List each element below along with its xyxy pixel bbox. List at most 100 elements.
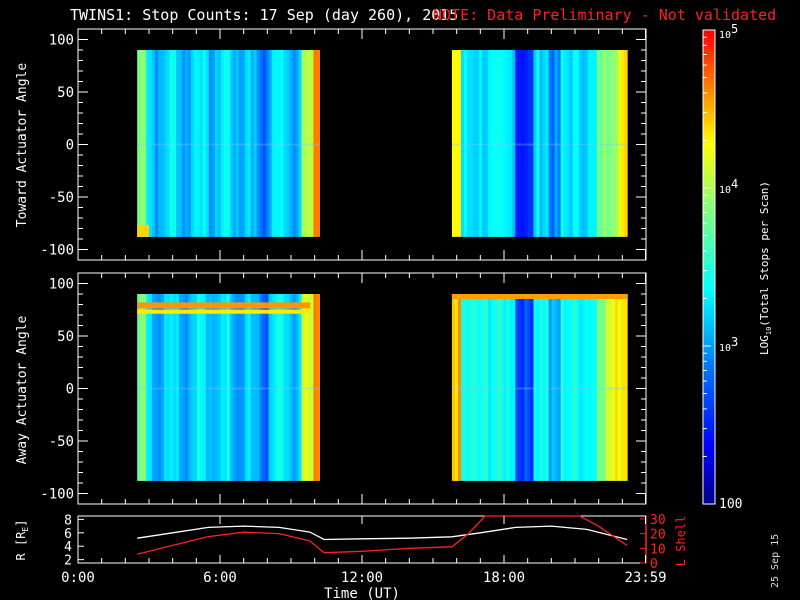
toward-block0-column bbox=[304, 50, 309, 237]
orbit-left-tick-label: 2 bbox=[64, 554, 72, 569]
toward-block1-column bbox=[584, 50, 589, 237]
away-block0-column bbox=[196, 294, 201, 481]
away-block1-column bbox=[624, 294, 628, 481]
toward-block0-column bbox=[235, 50, 240, 237]
toward-block1-column bbox=[451, 50, 456, 237]
away-block0-column bbox=[250, 294, 255, 481]
toward-zero-stripe bbox=[137, 143, 320, 146]
away-block1-column bbox=[566, 294, 571, 481]
toward-block1-column bbox=[460, 50, 465, 237]
toward-block1-column bbox=[621, 50, 625, 237]
away-block1-column bbox=[596, 294, 601, 481]
x-tick-label: 18:00 bbox=[483, 570, 525, 586]
toward-block0-column bbox=[164, 50, 168, 237]
away-block1-column bbox=[460, 294, 465, 481]
x-tick-label: 0:00 bbox=[61, 570, 95, 586]
toward-block0-column bbox=[259, 50, 264, 237]
away-block1-column bbox=[575, 294, 580, 481]
away-block1-column bbox=[551, 294, 556, 481]
away-block0-column bbox=[149, 294, 153, 481]
toward-block0-column bbox=[214, 50, 219, 237]
toward-block1-column bbox=[578, 50, 583, 237]
away-block0-column bbox=[211, 294, 216, 481]
away-block0-column bbox=[259, 294, 264, 481]
away-block0-column bbox=[292, 294, 297, 481]
toward-block1-column bbox=[476, 50, 480, 237]
toward-block1-column bbox=[482, 50, 486, 237]
toward-block1-column bbox=[575, 50, 580, 237]
away-block0-column bbox=[205, 294, 210, 481]
away-block1-column bbox=[467, 294, 471, 481]
toward-block0-column bbox=[149, 50, 153, 237]
colorbar-tick-label: 103 bbox=[719, 335, 738, 354]
away-block0-column bbox=[256, 294, 261, 481]
toward-block0-column bbox=[176, 50, 180, 237]
away-block0-column bbox=[280, 294, 285, 481]
away-block0-column bbox=[283, 294, 288, 481]
away-zero-stripe bbox=[451, 387, 628, 390]
toward-block1-column bbox=[614, 50, 619, 237]
orbit-left-tick-label: 6 bbox=[64, 527, 72, 542]
toward-ylabel: Toward Actuator Angle bbox=[15, 63, 30, 228]
toward-block0-column bbox=[226, 50, 231, 237]
toward-block0-column bbox=[286, 50, 291, 237]
away-block1-column bbox=[602, 294, 607, 481]
toward-block1-column bbox=[497, 50, 501, 237]
away-block0-column bbox=[295, 294, 300, 481]
toward-block0-column bbox=[277, 50, 282, 237]
away-block0-column bbox=[262, 294, 267, 481]
toward-block1-column bbox=[569, 50, 574, 237]
away-block1-column bbox=[560, 294, 565, 481]
away-block0-column bbox=[298, 294, 303, 481]
away-block1-column bbox=[621, 294, 625, 481]
toward-block1-column bbox=[560, 50, 565, 237]
away-block1-column bbox=[521, 294, 526, 481]
toward-block1-column bbox=[545, 50, 550, 237]
away-block1-column bbox=[578, 294, 583, 481]
toward-block0-column bbox=[280, 50, 285, 237]
toward-block0-column bbox=[250, 50, 255, 237]
away-block1-column bbox=[530, 294, 535, 481]
toward-block0-column bbox=[184, 50, 189, 237]
toward-ytick-label: -100 bbox=[40, 243, 74, 259]
toward-block1-column bbox=[566, 50, 571, 237]
away-block1-column bbox=[572, 294, 577, 481]
away-block1-column bbox=[590, 294, 595, 481]
away-block0-column bbox=[193, 294, 198, 481]
away-heatmap-panel: 100 50 0 -50 -100 Away Actuator Angle bbox=[15, 272, 647, 505]
away-ytick-label: 100 bbox=[49, 277, 74, 293]
toward-block0-column bbox=[295, 50, 300, 237]
toward-block1-column bbox=[602, 50, 607, 237]
toward-block1-column bbox=[470, 50, 474, 237]
toward-block1-column bbox=[590, 50, 595, 237]
away-block1-column bbox=[536, 294, 541, 481]
toward-block1-column bbox=[554, 50, 559, 237]
toward-block0-column bbox=[274, 50, 279, 237]
away-block1-column bbox=[527, 294, 532, 481]
away-block1-column bbox=[470, 294, 474, 481]
away-block0-column bbox=[229, 294, 234, 481]
away-block1-column bbox=[554, 294, 559, 481]
colorbar: 105 104 103 100 LOG10(Total Stops per Scan) bbox=[702, 22, 773, 512]
toward-block0-column bbox=[244, 50, 249, 237]
away-block1-column bbox=[581, 294, 586, 481]
away-block1-column bbox=[611, 294, 616, 481]
lshell-series-line bbox=[137, 515, 628, 555]
away-block0-column bbox=[181, 294, 186, 481]
generation-date: 25 Sep 15 bbox=[770, 533, 781, 588]
away-block0-column bbox=[268, 294, 273, 481]
toward-block0-column bbox=[181, 50, 186, 237]
away-block1-column bbox=[542, 294, 547, 481]
toward-block0-column bbox=[256, 50, 261, 237]
x-tick-label: 6:00 bbox=[203, 570, 237, 586]
toward-block0-column bbox=[292, 50, 297, 237]
away-block1-column bbox=[533, 294, 538, 481]
toward-block0-column bbox=[238, 50, 243, 237]
toward-block1-column bbox=[491, 50, 495, 237]
away-block0-column bbox=[208, 294, 213, 481]
toward-zero-stripe bbox=[451, 143, 628, 146]
away-block0-column bbox=[173, 294, 177, 481]
toward-block0-column bbox=[313, 50, 318, 237]
toward-block1-column bbox=[485, 50, 489, 237]
toward-block0-column bbox=[170, 50, 174, 237]
